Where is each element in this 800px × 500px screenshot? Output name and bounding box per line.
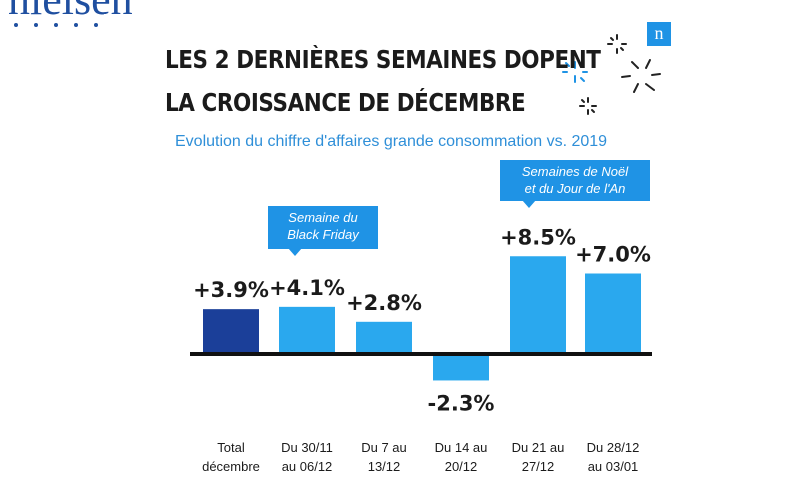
category-label-0-0: Total — [217, 440, 245, 455]
category-label-2-0: Du 7 au — [361, 440, 407, 455]
value-label-5: +7.0% — [575, 243, 651, 267]
value-label-0: +3.9% — [193, 278, 269, 302]
category-label-0-1: décembre — [202, 459, 260, 474]
infographic-card — [104, 14, 684, 500]
value-label-4: +8.5% — [500, 225, 576, 249]
fireworks-icon — [562, 34, 661, 115]
category-label-3-1: 20/12 — [445, 459, 478, 474]
value-label-3: -2.3% — [428, 391, 495, 415]
category-label-5-1: au 03/01 — [588, 459, 639, 474]
bar-0 — [203, 309, 259, 354]
category-label-3-0: Du 14 au — [435, 440, 488, 455]
bar-2 — [356, 321, 412, 354]
bar-3 — [433, 354, 489, 381]
chart-title-line-1: LES 2 DERNIÈRES SEMAINES DOPENT — [165, 45, 601, 74]
callout-noel-line-1: Semaines de Noël — [521, 164, 629, 179]
callout-black-friday-line-2: Black Friday — [287, 227, 359, 242]
category-label-5-0: Du 28/12 — [587, 440, 640, 455]
category-label-2-1: 13/12 — [368, 459, 401, 474]
category-label-1-1: au 06/12 — [282, 459, 333, 474]
category-label-1-0: Du 30/11 — [281, 440, 333, 455]
bar-5 — [585, 273, 641, 354]
bar-1 — [279, 306, 335, 354]
callout-noel-line-2: et du Jour de l'An — [524, 181, 626, 196]
chart-title-line-2: LA CROISSANCE DE DÉCEMBRE — [165, 88, 526, 117]
callout-black-friday-line-1: Semaine du — [288, 210, 358, 225]
chart-subtitle: Evolution du chiffre d'affaires grande c… — [175, 133, 608, 150]
callout-noel: Semaines de Noël et du Jour de l'An — [500, 160, 650, 208]
value-label-2: +2.8% — [346, 291, 422, 315]
category-label-4-0: Du 21 au — [512, 440, 565, 455]
value-label-1: +4.1% — [269, 276, 345, 300]
bar-4 — [510, 256, 566, 354]
category-label-4-1: 27/12 — [522, 459, 555, 474]
nielsen-badge: n — [647, 22, 671, 46]
callout-black-friday: Semaine du Black Friday — [268, 206, 378, 256]
